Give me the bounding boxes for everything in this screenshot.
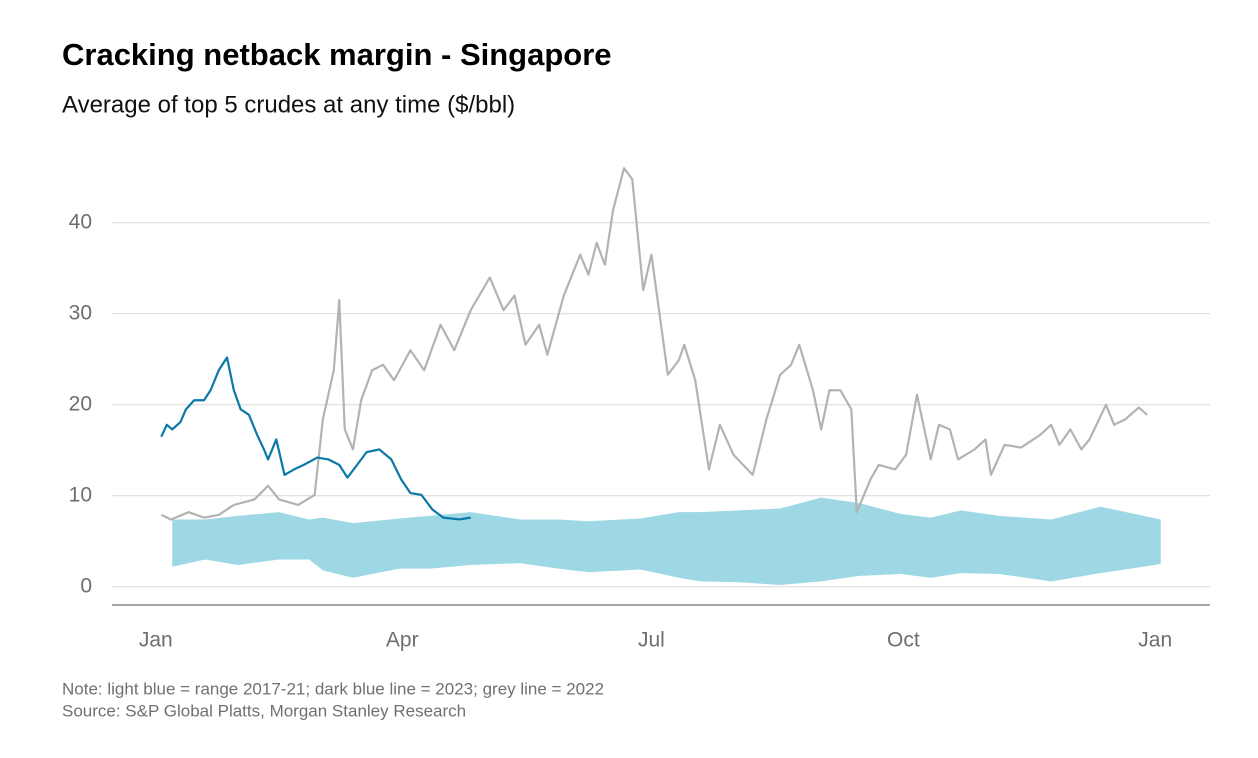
y-tick-label: 20 <box>69 392 92 415</box>
y-tick-label: 40 <box>69 210 92 233</box>
series-line <box>160 356 471 521</box>
note: Note: light blue = range 2017-21; dark b… <box>62 679 604 698</box>
chart-title: Cracking netback margin - Singapore <box>62 37 612 72</box>
series-line <box>160 167 1148 521</box>
x-tick-label: Jan <box>1138 629 1172 652</box>
x-tick-label: Apr <box>386 629 419 652</box>
y-tick-label: 10 <box>69 483 92 506</box>
x-tick-label: Jan <box>139 629 173 652</box>
range-band <box>172 497 1161 585</box>
y-tick-label: 30 <box>69 301 92 324</box>
chart-subtitle: Average of top 5 crudes at any time ($/b… <box>62 91 515 118</box>
x-tick-label: Jul <box>638 629 665 652</box>
source: Source: S&P Global Platts, Morgan Stanle… <box>62 701 466 720</box>
x-tick-label: Oct <box>887 629 920 652</box>
y-tick-label: 0 <box>80 574 92 597</box>
